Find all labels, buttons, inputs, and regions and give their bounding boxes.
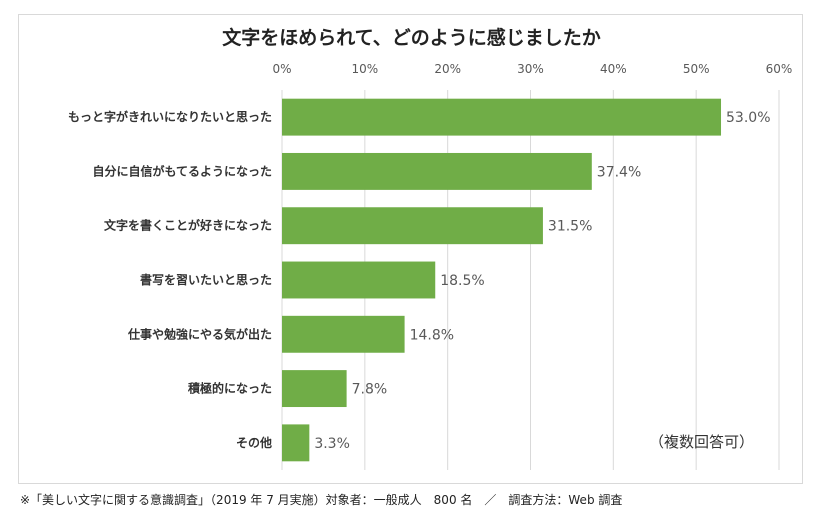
bar — [282, 98, 722, 136]
chart-title: 文字をほめられて、どのように感じましたか — [222, 27, 601, 49]
x-tick-label: 20% — [434, 62, 461, 76]
survey-footnote: ※「美しい文字に関する意識調査」（2019 年 7 月実施）対象者：一般成人 8… — [20, 493, 623, 507]
chart-frame: 文字をほめられて、どのように感じましたか 0% 10% 20% 30% 40% 50% 60… — [18, 14, 803, 484]
bar — [282, 424, 310, 462]
bar — [282, 152, 592, 190]
data-label: 7.8% — [352, 382, 388, 398]
data-label: 14.8% — [410, 327, 454, 343]
data-label: 31.5% — [548, 219, 592, 235]
multiple-answer-note: （複数回答可） — [649, 433, 754, 451]
bar — [282, 370, 347, 408]
bar-chart: 0% 10% 20% 30% 40% 50% 60% もっと字がきれいになりたいと思った自分… — [68, 62, 793, 470]
data-label: 37.4% — [597, 164, 641, 180]
data-label: 18.5% — [440, 273, 484, 289]
bar — [282, 261, 436, 299]
category-label: 積極的になった — [187, 381, 272, 396]
category-label: もっと字がきれいになりたいと思った — [68, 109, 272, 124]
x-tick-label: 40% — [600, 62, 627, 76]
x-tick-label: 60% — [766, 62, 793, 76]
x-tick-label: 0% — [272, 62, 291, 76]
category-label: 自分に自信がもてるようになった — [92, 163, 272, 178]
x-tick-label: 50% — [683, 62, 710, 76]
x-tick-label: 10% — [351, 62, 378, 76]
bar — [282, 207, 543, 245]
bar — [282, 315, 405, 353]
category-label: その他 — [236, 435, 272, 450]
category-label: 文字を書くことが好きになった — [104, 218, 272, 233]
data-label: 3.3% — [314, 436, 350, 452]
x-tick-label: 30% — [517, 62, 544, 76]
category-label: 仕事や勉強にやる気が出た — [127, 326, 272, 341]
data-label: 53.0% — [726, 110, 770, 126]
category-label: 書写を習いたいと思った — [140, 272, 272, 287]
